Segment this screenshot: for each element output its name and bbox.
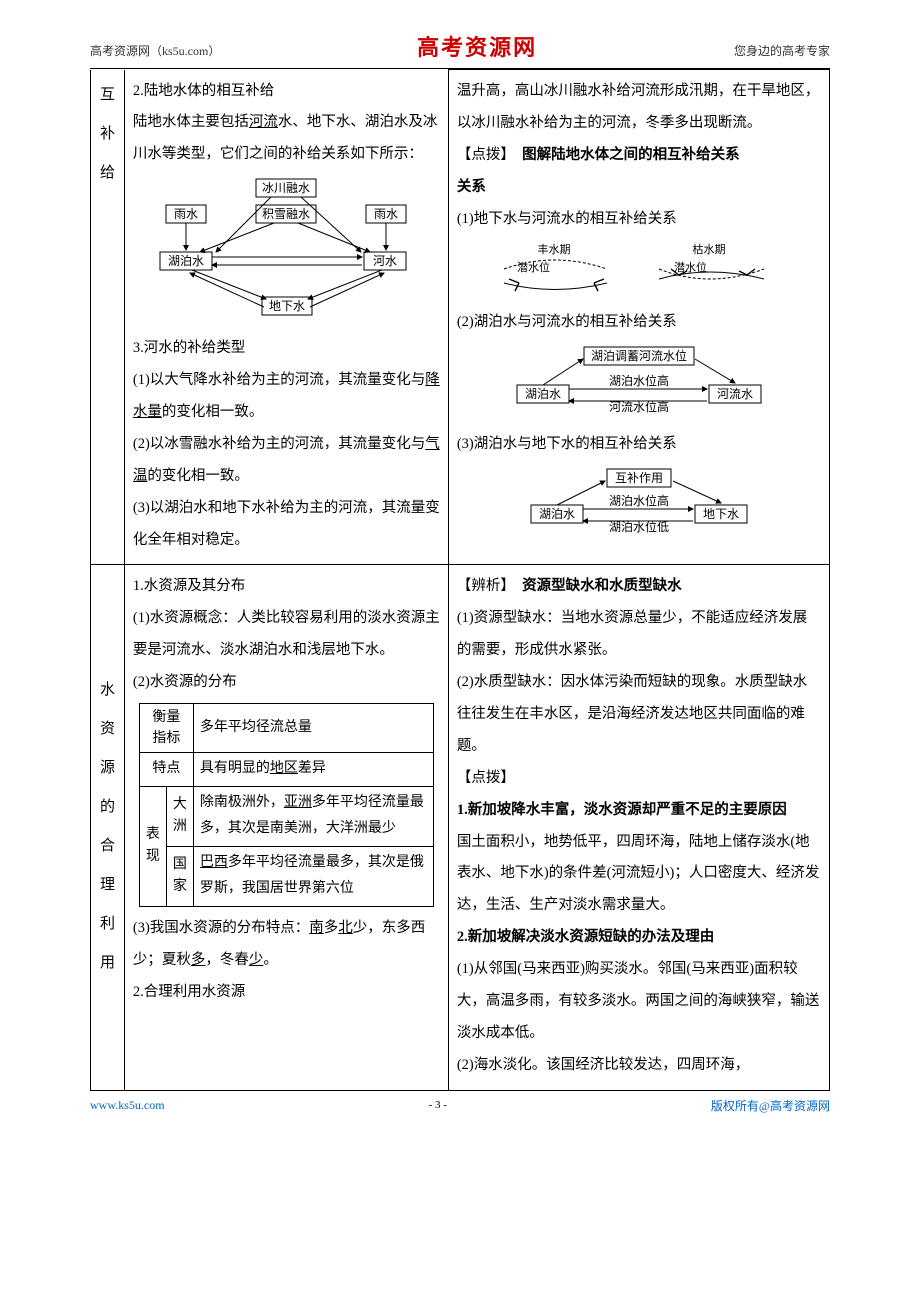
- svg-text:枯水期: 枯水期: [692, 242, 725, 256]
- header-right: 您身边的高考专家: [734, 42, 830, 59]
- r1l-h3: 3.河水的补给类型: [133, 333, 440, 365]
- row1-label-cell: 互 补 给: [91, 70, 125, 565]
- r1l-p1: 陆地水体主要包括河流水、地下水、湖泊水及冰川水等类型，它们之间的补给关系如下所示…: [133, 107, 440, 171]
- footer-page: - 3 -: [429, 1099, 447, 1111]
- svg-text:冰川融水: 冰川融水: [262, 181, 310, 195]
- it-r2c2: 具有明显的地区差异: [193, 752, 433, 786]
- header-left: 高考资源网（ks5u.com）: [90, 42, 220, 59]
- r2r-p3: 国土面积小，地势低平，四周环海，陆地上储存淡水(地表水、地下水)的条件差(河流短…: [457, 827, 821, 923]
- r1l-p4: (3)以湖泊水和地下水补给为主的河流，其流量变化全年相对稳定。: [133, 493, 440, 557]
- r2l-p3: (3)我国水资源的分布特点：南多北少，东多西少；夏秋多，冬春少。: [133, 913, 440, 977]
- r2r-h1: 1.新加坡降水丰富，淡水资源却严重不足的主要原因: [457, 795, 821, 827]
- svg-text:河流水: 河流水: [717, 387, 753, 401]
- main-content-table: 互 补 给 2.陆地水体的相互补给 陆地水体主要包括河流水、地下水、湖泊水及冰川…: [90, 69, 830, 1090]
- svg-text:湖泊水: 湖泊水: [168, 253, 204, 268]
- svg-text:湖泊水: 湖泊水: [539, 506, 575, 521]
- r1r-rel2: (2)湖泊水与河流水的相互补给关系: [457, 307, 821, 339]
- svg-text:潜水位: 潜水位: [517, 260, 550, 274]
- diagram-water-cycle: 冰川融水 雨水 积雪融水 雨水 湖泊水 河水 地下水: [146, 177, 426, 327]
- r2l-h2: 2.合理利用水资源: [133, 977, 440, 1009]
- row2-left: 1.水资源及其分布 (1)水资源概念：人类比较容易利用的淡水资源主要是河流水、淡…: [124, 565, 448, 1090]
- r1r-rel3: (3)湖泊水与地下水的相互补给关系: [457, 429, 821, 461]
- page: 高考资源网（ks5u.com） 高考资源网 您身边的高考专家 互 补 给 2.陆…: [0, 0, 920, 1144]
- svg-text:河水: 河水: [373, 254, 397, 268]
- r1r-rel1: (1)地下水与河流水的相互补给关系: [457, 204, 821, 236]
- svg-text:雨水: 雨水: [374, 207, 398, 221]
- page-header: 高考资源网（ks5u.com） 高考资源网 您身边的高考专家: [90, 30, 830, 69]
- r2r-ana: 【辨析】 资源型缺水和水质型缺水: [457, 571, 821, 603]
- svg-text:互补作用: 互补作用: [615, 471, 663, 485]
- r2l-p2: (2)水资源的分布: [133, 667, 440, 699]
- it-r4c3: 巴西多年平均径流量最多，其次是俄罗斯，我国居世界第六位: [193, 846, 433, 906]
- water-dist-table: 衡量指标 多年平均径流总量 特点 具有明显的地区差异 表现 大洲 除南极洲外，亚…: [139, 703, 434, 907]
- r2r-p1: (1)资源型缺水：当地水资源总量少，不能适应经济发展的需要，形成供水紧张。: [457, 603, 821, 667]
- svg-text:积雪融水: 积雪融水: [262, 207, 310, 221]
- row2-label-cell: 水 资 源 的 合 理 利 用: [91, 565, 125, 1090]
- it-r3c2: 大洲: [166, 786, 193, 846]
- diagram-lake-river: 湖泊调蓄河流水位 湖泊水 河流水 湖泊水位高 河流水位高: [509, 345, 769, 423]
- it-r4c2: 国家: [166, 846, 193, 906]
- r1l-p2: (1)以大气降水补给为主的河流，其流量变化与降水量的变化相一致。: [133, 365, 440, 429]
- diagram-lake-ground: 互补作用 湖泊水 地下水 湖泊水位高 湖泊水位低: [509, 467, 769, 539]
- r1r-tip: 【点拨】 图解陆地水体之间的相互补给关系: [457, 140, 821, 172]
- svg-text:湖泊水位高: 湖泊水位高: [609, 493, 669, 508]
- svg-text:湖泊水位高: 湖泊水位高: [609, 373, 669, 388]
- svg-text:湖泊水: 湖泊水: [525, 386, 561, 401]
- row2-right: 【辨析】 资源型缺水和水质型缺水 (1)资源型缺水：当地水资源总量少，不能适应经…: [448, 565, 829, 1090]
- it-r2c1: 特点: [139, 752, 193, 786]
- r1r-p1: 温升高，高山冰川融水补给河流形成汛期，在干旱地区，以冰川融水补给为主的河流，冬季…: [457, 76, 821, 140]
- r2r-h2: 2.新加坡解决淡水资源短缺的办法及理由: [457, 922, 821, 954]
- r2l-p1: (1)水资源概念：人类比较容易利用的淡水资源主要是河流水、淡水湖泊水和浅层地下水…: [133, 603, 440, 667]
- footer-right: 版权所有@高考资源网: [711, 1097, 830, 1114]
- row1-left: 2.陆地水体的相互补给 陆地水体主要包括河流水、地下水、湖泊水及冰川水等类型，它…: [124, 70, 448, 565]
- svg-text:地下水: 地下水: [269, 299, 305, 313]
- r2r-p4: (1)从邻国(马来西亚)购买淡水。邻国(马来西亚)面积较大，高温多雨，有较多淡水…: [457, 954, 821, 1050]
- row1-label-1: 互: [99, 76, 116, 115]
- svg-text:雨水: 雨水: [174, 207, 198, 221]
- svg-text:湖泊调蓄河流水位: 湖泊调蓄河流水位: [591, 348, 687, 363]
- r1r-tiptitle2: 关系: [457, 172, 821, 204]
- r2r-tip: 【点拨】: [457, 763, 821, 795]
- it-r1c2: 多年平均径流总量: [193, 703, 433, 752]
- it-r1c1: 衡量指标: [139, 703, 193, 752]
- svg-text:丰水期: 丰水期: [537, 243, 570, 256]
- row1-right: 温升高，高山冰川融水补给河流形成汛期，在干旱地区，以冰川融水补给为主的河流，冬季…: [448, 70, 829, 565]
- header-center: 高考资源网: [417, 30, 537, 62]
- r2l-h1: 1.水资源及其分布: [133, 571, 440, 603]
- r2r-p5: (2)海水淡化。该国经济比较发达，四周环海，: [457, 1050, 821, 1082]
- row1-label-3: 给: [99, 154, 116, 193]
- r1l-p3: (2)以冰雪融水补给为主的河流，其流量变化与气温的变化相一致。: [133, 429, 440, 493]
- it-r3c3: 除南极洲外，亚洲多年平均径流量最多，其次是南美洲，大洋洲最少: [193, 786, 433, 846]
- diagram-groundwater: 丰水期 枯水期 潜水位 潜水位: [489, 241, 789, 301]
- r2r-p2: (2)水质型缺水：因水体污染而短缺的现象。水质型缺水往往发生在丰水区，是沿海经济…: [457, 667, 821, 763]
- row1-label-2: 补: [99, 115, 116, 154]
- it-r3c1: 表现: [139, 786, 166, 906]
- page-footer: www.ks5u.com - 3 - 版权所有@高考资源网: [90, 1090, 830, 1114]
- r1l-h2: 2.陆地水体的相互补给: [133, 76, 440, 108]
- footer-left: www.ks5u.com: [90, 1098, 165, 1113]
- svg-text:地下水: 地下水: [703, 507, 739, 521]
